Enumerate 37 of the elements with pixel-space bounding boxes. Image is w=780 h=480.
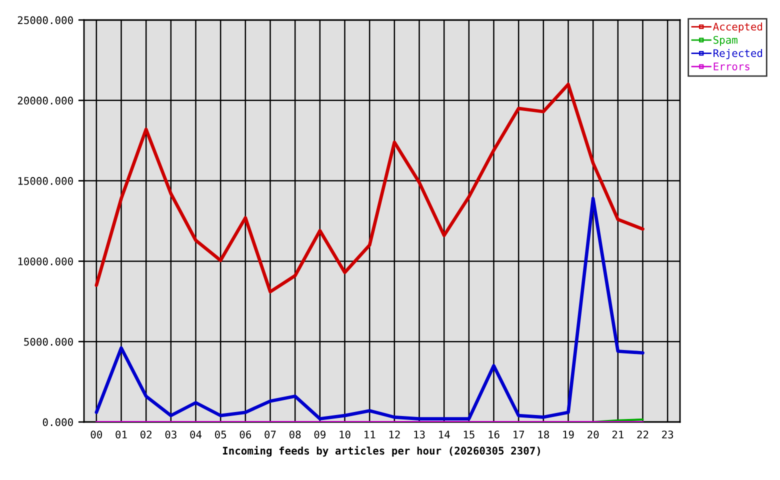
x-axis-title: Incoming feeds by articles per hour (20260305 2307) xyxy=(222,446,540,457)
x-tick-label: 02 xyxy=(140,430,152,438)
line-series xyxy=(94,82,644,294)
x-tick-label: 23 xyxy=(662,430,674,438)
legend-label: Errors xyxy=(714,62,750,70)
x-tick-label: 01 xyxy=(116,430,127,438)
x-tick-label: 06 xyxy=(240,430,252,438)
y-tick-label: 25000.000 xyxy=(18,16,73,24)
y-tick-label: 10000.000 xyxy=(18,257,73,266)
x-tick-label: 10 xyxy=(340,430,350,438)
x-tick-label: 22 xyxy=(637,430,648,438)
legend-label: Accepted xyxy=(713,22,762,33)
x-tick-label: 20 xyxy=(588,430,599,438)
x-tick-label: 09 xyxy=(314,430,326,438)
y-tick-label: 15000.000 xyxy=(18,177,73,185)
legend-label: Spam xyxy=(714,36,738,46)
y-tick-label: 0.000 xyxy=(42,418,73,426)
x-tick-label: 16 xyxy=(488,430,500,438)
y-tick-label: 5000.000 xyxy=(24,338,73,346)
x-tick-label: 04 xyxy=(190,430,202,438)
x-tick-label: 08 xyxy=(289,430,301,438)
x-tick-label: 11 xyxy=(364,430,376,438)
legend-label: Rejected xyxy=(714,49,762,60)
x-tick-label: 15 xyxy=(464,430,474,438)
x-tick-label: 18 xyxy=(538,430,550,438)
x-tick-label: 21 xyxy=(612,430,624,438)
y-tick-label: 20000.000 xyxy=(18,96,73,105)
x-tick-label: 14 xyxy=(439,430,450,438)
x-tick-label: 07 xyxy=(264,430,276,438)
x-tick-label: 05 xyxy=(214,430,226,438)
x-tick-label: 17 xyxy=(514,430,524,438)
x-tick-label: 03 xyxy=(165,430,176,438)
x-tick-label: 19 xyxy=(563,430,574,438)
x-tick-label: 13 xyxy=(414,430,425,438)
x-tick-label: 12 xyxy=(389,430,400,438)
line-series xyxy=(94,196,644,420)
x-tick-label: 00 xyxy=(90,430,102,438)
